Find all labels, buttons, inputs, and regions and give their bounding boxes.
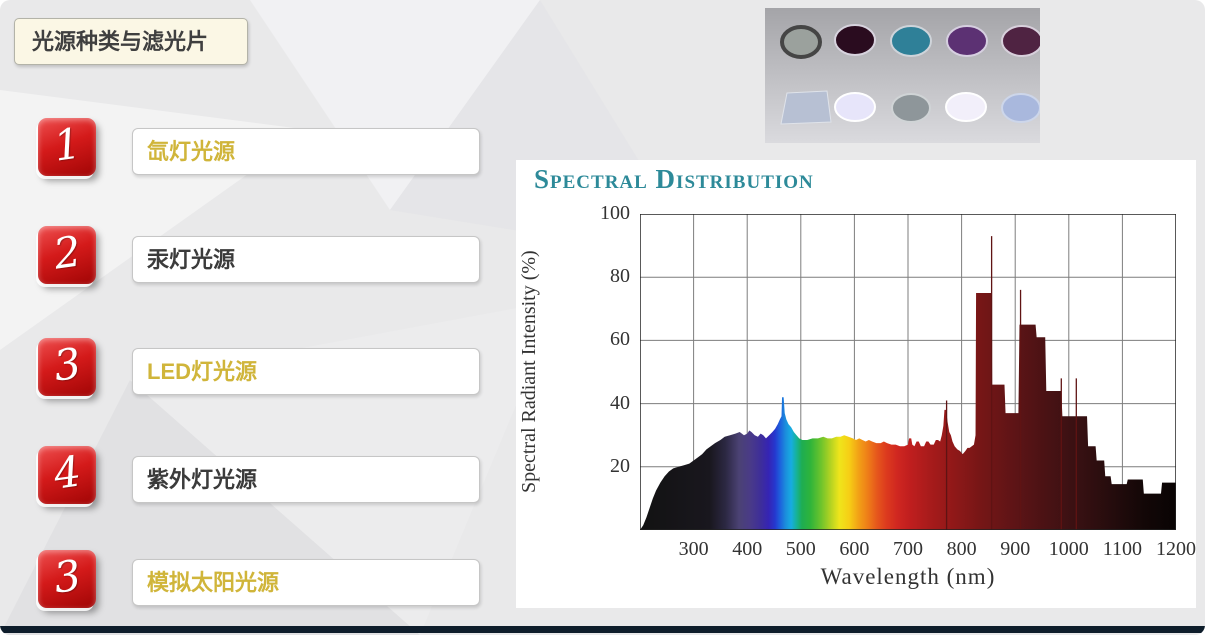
chart-title: Spectral Distribution — [534, 164, 814, 194]
y-tick-label: 100 — [600, 202, 630, 224]
y-tick-label: 40 — [610, 391, 630, 414]
filter-square-blue — [780, 90, 832, 125]
item-3-number: 3 — [50, 338, 84, 391]
item-5-number-badge: 3 — [38, 550, 96, 608]
x-tick-label: 800 — [946, 538, 977, 560]
filter-circle-darkplum — [834, 24, 876, 56]
y-tick-label: 80 — [610, 265, 630, 288]
item-1-label: 氙灯光源 — [132, 128, 480, 175]
item-4-label: 紫外灯光源 — [132, 456, 480, 503]
x-tick-label: 400 — [732, 538, 763, 560]
filter-circle-lavender — [834, 92, 876, 122]
y-tick-label: 60 — [610, 328, 630, 351]
filter-circle-white — [945, 92, 987, 122]
filter-circle-nd — [780, 25, 822, 59]
chart-x-axis-label: Wavelength (nm) — [820, 564, 996, 589]
y-tick-label: 20 — [610, 454, 630, 477]
item-2-number-badge: 2 — [38, 226, 96, 284]
item-5-number: 3 — [50, 550, 84, 603]
item-3-label: LED灯光源 — [132, 348, 480, 395]
x-tick-label: 1100 — [1102, 538, 1143, 560]
filter-circle-maroon — [1001, 25, 1043, 57]
x-tick-label: 700 — [893, 538, 923, 560]
filters-graphic — [780, 24, 1043, 125]
filter-circle-purple — [946, 25, 988, 57]
x-tick-label: 1000 — [1048, 538, 1089, 560]
spectral-chart-panel: Spectral Distribution Spectral Radiant I… — [516, 160, 1196, 608]
x-tick-label: 600 — [839, 538, 870, 560]
filter-circle-gray — [891, 93, 931, 123]
item-2-label: 汞灯光源 — [132, 236, 480, 283]
spectrum-plot — [640, 214, 1176, 530]
item-3-number-badge: 3 — [38, 338, 96, 396]
item-4-number-badge: 4 — [38, 446, 96, 504]
chart-y-axis-label: Spectral Radiant Intensity (%) — [518, 250, 540, 494]
slide-title: 光源种类与滤光片 — [14, 18, 248, 65]
item-1-number: 1 — [50, 118, 84, 171]
filter-circle-periwinkle — [1001, 93, 1041, 123]
item-4-number: 4 — [50, 446, 84, 499]
x-tick-label: 1200 — [1156, 538, 1196, 560]
x-tick-label: 500 — [785, 538, 816, 560]
slide-bottom-bar — [0, 626, 1205, 633]
x-tick-label: 900 — [1000, 538, 1031, 560]
item-5-label: 模拟太阳光源 — [132, 559, 480, 606]
item-2-number: 2 — [50, 226, 84, 279]
x-tick-label: 300 — [678, 538, 709, 560]
item-1-number-badge: 1 — [38, 118, 96, 176]
filters-photo — [765, 8, 1043, 143]
filter-circle-teal — [890, 25, 932, 57]
